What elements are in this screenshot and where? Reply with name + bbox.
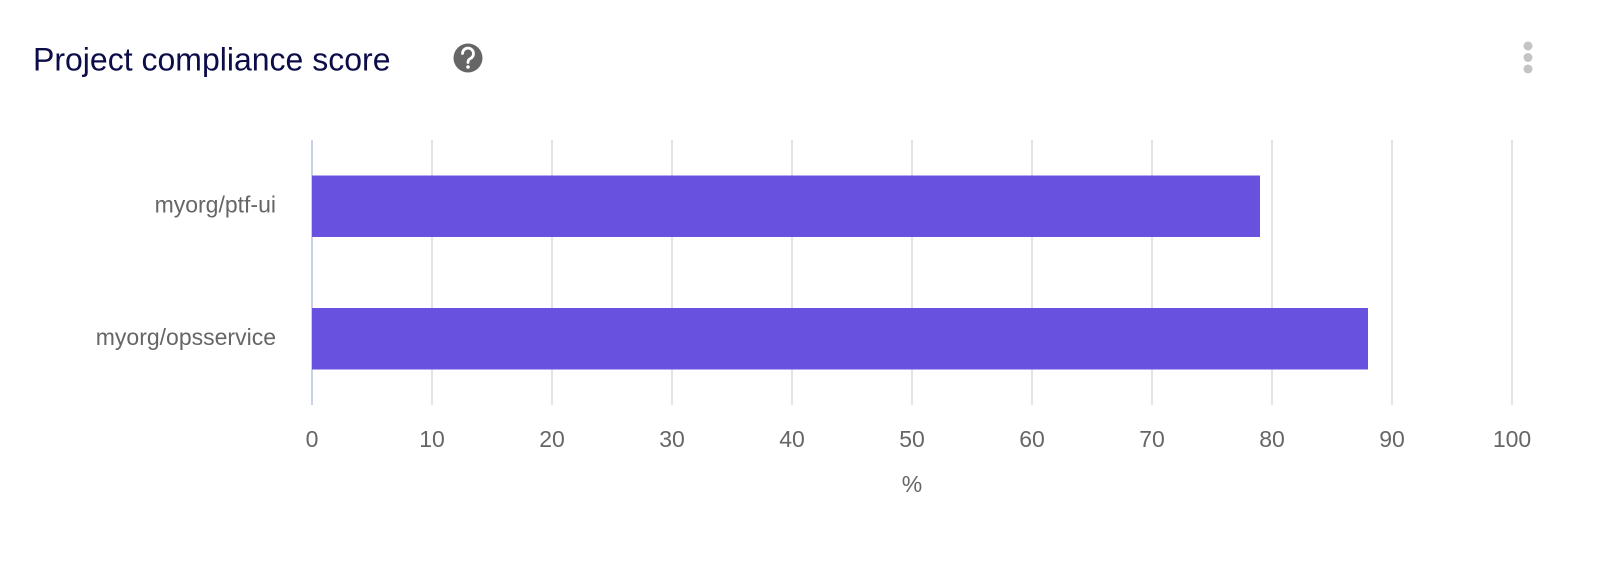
x-tick-label: 50 xyxy=(899,426,925,452)
menu-dot[interactable] xyxy=(1523,41,1533,51)
x-tick-label: 100 xyxy=(1493,426,1531,452)
menu-dot[interactable] xyxy=(1523,64,1533,74)
help-mark[interactable] xyxy=(461,46,475,64)
help-circle[interactable] xyxy=(453,43,483,73)
x-tick-label: 30 xyxy=(659,426,685,452)
menu-icon[interactable] xyxy=(1523,41,1533,74)
bar xyxy=(312,175,1260,237)
help-icon[interactable] xyxy=(453,43,483,73)
menu-dot[interactable] xyxy=(1523,53,1533,62)
x-tick-label: 60 xyxy=(1019,426,1045,452)
x-tick-label: 90 xyxy=(1379,426,1405,452)
y-tick-label: myorg/opsservice xyxy=(96,324,276,350)
help-dot[interactable] xyxy=(466,65,470,69)
x-tick-label: 20 xyxy=(539,426,565,452)
x-axis-label: % xyxy=(902,471,922,497)
x-tick-label: 70 xyxy=(1139,426,1165,452)
x-tick-label: 10 xyxy=(419,426,445,452)
bar xyxy=(312,308,1368,370)
x-tick-label: 0 xyxy=(306,426,319,452)
x-tick-label: 40 xyxy=(779,426,805,452)
chart-title: Project compliance score xyxy=(33,41,390,77)
x-tick-label: 80 xyxy=(1259,426,1285,452)
y-tick-label: myorg/ptf-ui xyxy=(155,191,276,217)
